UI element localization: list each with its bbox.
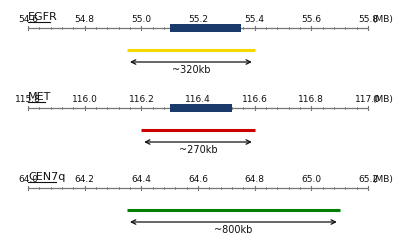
Text: 55.8: 55.8	[358, 15, 378, 24]
Text: 116.6: 116.6	[242, 95, 268, 104]
Text: 65.2: 65.2	[358, 175, 378, 184]
Text: 54.6: 54.6	[18, 15, 38, 24]
Bar	[170, 24, 240, 32]
Text: 55.6: 55.6	[301, 15, 321, 24]
Text: 117.0: 117.0	[355, 95, 381, 104]
Text: 116.0: 116.0	[72, 95, 98, 104]
Text: 55.0: 55.0	[131, 15, 151, 24]
Text: 116.2: 116.2	[128, 95, 154, 104]
Text: 54.8: 54.8	[75, 15, 95, 24]
Text: 55.2: 55.2	[188, 15, 208, 24]
Text: 64.6: 64.6	[188, 175, 208, 184]
Text: ~320kb: ~320kb	[172, 65, 210, 75]
Text: (MB): (MB)	[372, 15, 393, 24]
Text: MET: MET	[28, 92, 51, 102]
Text: EGFR: EGFR	[28, 12, 58, 22]
Text: ~270kb: ~270kb	[179, 145, 217, 155]
Text: 115.8: 115.8	[15, 95, 41, 104]
Text: 64.0: 64.0	[18, 175, 38, 184]
Text: CEN7q: CEN7q	[28, 172, 65, 182]
Text: 116.4: 116.4	[185, 95, 211, 104]
Text: 64.8: 64.8	[245, 175, 265, 184]
Text: ~800kb: ~800kb	[214, 225, 253, 235]
Text: 64.4: 64.4	[131, 175, 151, 184]
Text: 64.2: 64.2	[75, 175, 95, 184]
Text: 55.4: 55.4	[245, 15, 265, 24]
Bar	[170, 104, 232, 112]
Text: 116.8: 116.8	[298, 95, 324, 104]
Text: 65.0: 65.0	[301, 175, 321, 184]
Text: (MB): (MB)	[372, 95, 393, 104]
Text: (MB): (MB)	[372, 175, 393, 184]
